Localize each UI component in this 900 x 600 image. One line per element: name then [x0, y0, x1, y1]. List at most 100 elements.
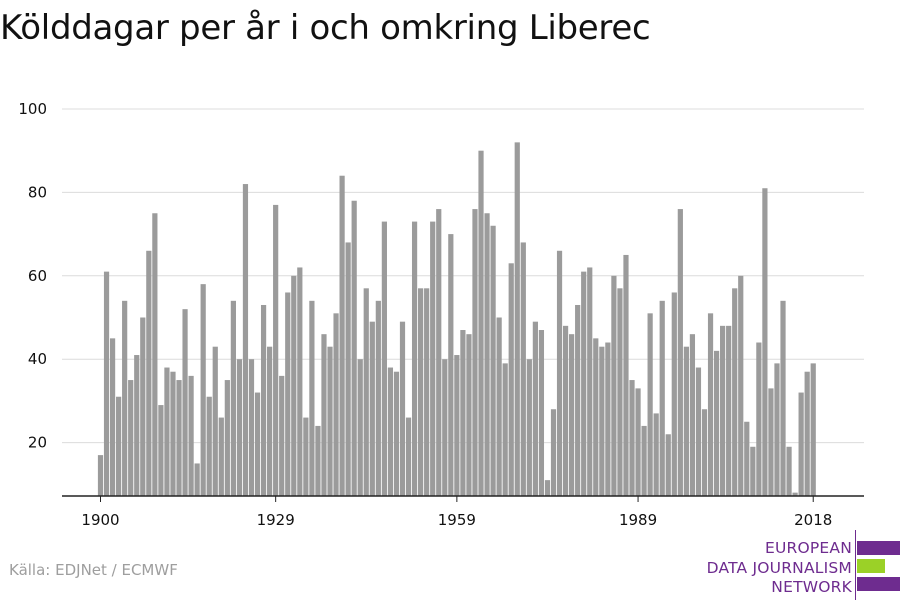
- bar-1937[interactable]: [321, 334, 327, 496]
- bar-1986[interactable]: [617, 288, 623, 496]
- bar-1947[interactable]: [381, 221, 387, 496]
- bar-1969[interactable]: [514, 142, 520, 497]
- bar-1930[interactable]: [279, 375, 285, 496]
- bar-2014[interactable]: [786, 446, 792, 496]
- bar-1903[interactable]: [116, 396, 122, 496]
- bar-1902[interactable]: [109, 338, 116, 496]
- bar-1922[interactable]: [230, 300, 236, 496]
- bar-1984[interactable]: [605, 342, 611, 496]
- bar-1939[interactable]: [333, 313, 339, 496]
- bar-1951[interactable]: [405, 417, 412, 496]
- bar-1990[interactable]: [641, 425, 647, 496]
- bar-1994[interactable]: [665, 434, 671, 496]
- bar-1943[interactable]: [357, 359, 363, 496]
- bar-1959[interactable]: [454, 355, 460, 496]
- bar-1925[interactable]: [248, 359, 255, 496]
- bar-1920[interactable]: [218, 417, 224, 496]
- bar-1966[interactable]: [496, 317, 502, 497]
- bar-1992[interactable]: [653, 413, 659, 496]
- bar-1956[interactable]: [436, 209, 442, 496]
- bar-2006[interactable]: [738, 275, 744, 496]
- bar-1954[interactable]: [424, 288, 430, 496]
- bar-1995[interactable]: [671, 292, 677, 496]
- bar-1991[interactable]: [647, 313, 653, 496]
- bar-1988[interactable]: [629, 380, 635, 496]
- bar-2018[interactable]: [810, 363, 816, 496]
- bar-1912[interactable]: [170, 371, 176, 496]
- bar-1980[interactable]: [581, 271, 587, 496]
- bar-1957[interactable]: [442, 359, 448, 496]
- bar-1996[interactable]: [677, 209, 683, 496]
- bar-2015[interactable]: [792, 492, 798, 496]
- bar-1949[interactable]: [393, 371, 400, 496]
- bar-2005[interactable]: [732, 288, 738, 496]
- bar-1941[interactable]: [345, 242, 351, 496]
- bar-1983[interactable]: [599, 346, 605, 496]
- bar-1987[interactable]: [623, 254, 629, 496]
- bar-1978[interactable]: [569, 334, 575, 496]
- bar-2012[interactable]: [774, 363, 780, 496]
- bar-1967[interactable]: [502, 363, 508, 496]
- bar-1904[interactable]: [122, 300, 128, 496]
- bar-1909[interactable]: [152, 213, 158, 496]
- bar-1993[interactable]: [659, 300, 665, 496]
- bar-1921[interactable]: [224, 380, 230, 496]
- bar-1907[interactable]: [140, 317, 146, 497]
- bar-1981[interactable]: [587, 267, 593, 496]
- bar-1950[interactable]: [399, 321, 406, 496]
- bar-1940[interactable]: [339, 175, 345, 496]
- bar-1917[interactable]: [200, 284, 206, 496]
- bar-1970[interactable]: [520, 242, 526, 496]
- bar-1919[interactable]: [212, 346, 218, 496]
- bar-1999[interactable]: [695, 367, 702, 496]
- bar-1979[interactable]: [575, 304, 581, 496]
- bar-1985[interactable]: [611, 275, 617, 496]
- bar-1955[interactable]: [430, 221, 436, 496]
- bar-2016[interactable]: [798, 392, 804, 496]
- bar-1931[interactable]: [285, 292, 291, 496]
- bar-1906[interactable]: [134, 355, 140, 496]
- bar-1914[interactable]: [182, 309, 188, 496]
- bar-1953[interactable]: [418, 288, 424, 496]
- bar-2009[interactable]: [756, 342, 762, 496]
- bar-2003[interactable]: [720, 325, 726, 496]
- bar-1963[interactable]: [478, 150, 484, 496]
- bar-1905[interactable]: [128, 380, 134, 496]
- bar-1901[interactable]: [103, 271, 110, 496]
- bar-1938[interactable]: [327, 346, 333, 496]
- bar-2010[interactable]: [762, 188, 768, 497]
- bar-1960[interactable]: [460, 330, 466, 496]
- bar-2013[interactable]: [780, 300, 786, 496]
- bar-1935[interactable]: [309, 300, 315, 496]
- bar-1973[interactable]: [538, 330, 545, 496]
- bar-1946[interactable]: [375, 300, 381, 496]
- bar-2011[interactable]: [768, 388, 774, 496]
- bar-1944[interactable]: [363, 288, 369, 496]
- bar-1965[interactable]: [490, 225, 496, 496]
- bar-1961[interactable]: [466, 334, 472, 496]
- bar-1908[interactable]: [146, 250, 152, 496]
- bar-1911[interactable]: [164, 367, 170, 496]
- bar-1972[interactable]: [532, 321, 538, 496]
- bar-2002[interactable]: [713, 350, 720, 496]
- bar-1934[interactable]: [303, 417, 309, 496]
- bar-2000[interactable]: [701, 409, 708, 496]
- bar-1948[interactable]: [387, 367, 394, 496]
- bar-1915[interactable]: [188, 375, 194, 496]
- bar-2017[interactable]: [804, 371, 810, 496]
- bar-1924[interactable]: [242, 184, 249, 496]
- bar-1936[interactable]: [315, 425, 321, 496]
- bar-1977[interactable]: [562, 325, 569, 496]
- bar-2007[interactable]: [744, 421, 750, 496]
- bar-2008[interactable]: [750, 446, 756, 496]
- bar-1918[interactable]: [206, 396, 212, 496]
- bar-1916[interactable]: [194, 463, 200, 496]
- bar-1998[interactable]: [689, 334, 696, 496]
- bar-1958[interactable]: [448, 234, 454, 496]
- bar-1900[interactable]: [97, 455, 104, 496]
- bar-2001[interactable]: [707, 313, 714, 496]
- bar-1964[interactable]: [484, 213, 490, 496]
- bar-1968[interactable]: [508, 263, 514, 496]
- bar-1962[interactable]: [472, 209, 478, 496]
- bar-1923[interactable]: [236, 359, 243, 496]
